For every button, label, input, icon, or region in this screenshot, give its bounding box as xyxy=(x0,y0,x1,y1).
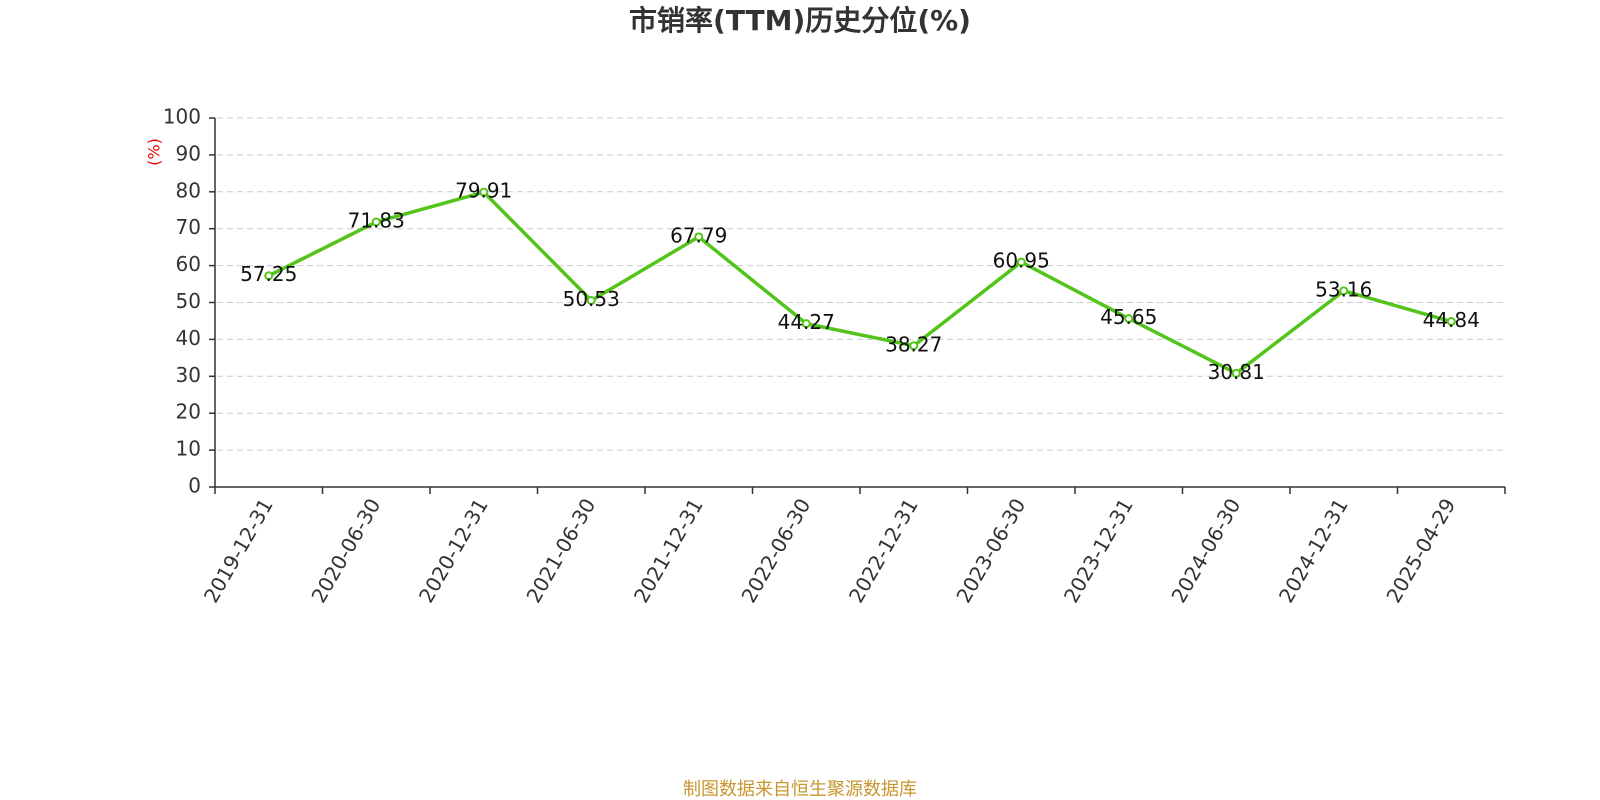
data-label: 30.81 xyxy=(1208,360,1265,384)
data-point xyxy=(371,217,381,227)
data-point xyxy=(1231,368,1241,378)
y-tick-label: 100 xyxy=(163,105,201,129)
x-tick-label: 2020-12-31 xyxy=(414,494,493,607)
data-label: 57.25 xyxy=(240,262,297,286)
y-tick-label: 0 xyxy=(188,474,201,498)
source-note: 制图数据来自恒生聚源数据库 xyxy=(683,779,917,800)
data-point xyxy=(1446,317,1456,327)
y-tick-label: 30 xyxy=(176,363,201,387)
data-label: 38.27 xyxy=(885,332,942,356)
data-point xyxy=(801,319,811,329)
x-tick-label: 2024-06-30 xyxy=(1166,494,1245,607)
y-tick-label: 90 xyxy=(176,141,201,165)
x-tick-label: 2025-04-29 xyxy=(1381,494,1460,607)
data-point xyxy=(909,341,919,351)
y-tick-label: 40 xyxy=(176,326,201,350)
data-point xyxy=(479,187,489,197)
y-tick-label: 10 xyxy=(176,437,201,461)
data-point xyxy=(264,271,274,281)
data-label: 71.83 xyxy=(348,208,405,232)
data-label: 45.65 xyxy=(1100,305,1157,329)
x-tick-label: 2020-06-30 xyxy=(306,494,385,607)
x-tick-label: 2023-06-30 xyxy=(951,494,1030,607)
x-tick-label: 2024-12-31 xyxy=(1274,494,1353,607)
x-tick-label: 2022-06-30 xyxy=(736,494,815,607)
x-tick-label: 2023-12-31 xyxy=(1059,494,1138,607)
data-label: 50.53 xyxy=(563,287,620,311)
x-tick-label: 2022-12-31 xyxy=(844,494,923,607)
y-tick-label: 20 xyxy=(176,400,201,424)
chart-title: 市销率(TTM)历史分位(%) xyxy=(629,4,971,37)
data-label: 44.27 xyxy=(778,310,835,334)
data-label: 67.79 xyxy=(670,223,727,247)
x-tick-label: 2021-12-31 xyxy=(629,494,708,607)
y-axis-label: (%) xyxy=(145,138,164,166)
data-label: 60.95 xyxy=(993,249,1050,273)
data-label: 53.16 xyxy=(1315,277,1372,301)
y-tick-label: 80 xyxy=(176,178,201,202)
data-label: 44.84 xyxy=(1423,308,1480,332)
y-tick-label: 60 xyxy=(176,252,201,276)
data-point xyxy=(694,232,704,242)
x-tick-label: 2021-06-30 xyxy=(521,494,600,607)
x-tick-label: 2019-12-31 xyxy=(199,494,278,607)
data-label: 79.91 xyxy=(455,179,512,203)
y-tick-label: 50 xyxy=(176,289,201,313)
data-point xyxy=(1339,286,1349,296)
y-tick-label: 70 xyxy=(176,215,201,239)
data-point xyxy=(1016,257,1026,267)
series-line xyxy=(267,190,1452,376)
data-point xyxy=(586,296,596,306)
data-point xyxy=(1124,314,1134,324)
